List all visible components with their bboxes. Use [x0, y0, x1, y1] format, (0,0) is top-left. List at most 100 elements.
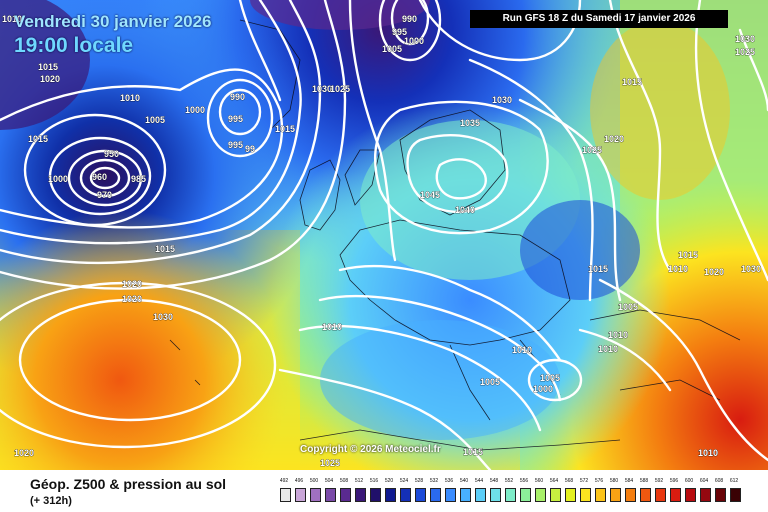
svg-text:1015: 1015 — [155, 244, 175, 254]
svg-text:1040: 1040 — [455, 205, 475, 215]
svg-text:1000: 1000 — [48, 174, 68, 184]
scale-tick-label: 600 — [684, 478, 694, 484]
scale-tick-label: 540 — [459, 478, 469, 484]
svg-text:995: 995 — [392, 27, 407, 37]
scale-swatch — [730, 488, 741, 502]
svg-text:1000: 1000 — [533, 384, 553, 394]
scale-swatch — [400, 488, 411, 502]
scale-swatch — [340, 488, 351, 502]
svg-text:1030: 1030 — [492, 95, 512, 105]
scale-tick-label: 608 — [714, 478, 724, 484]
scale-swatch — [460, 488, 471, 502]
map-canvas: 1010 990 995 1000 1005 1030 1025 1015 10… — [0, 0, 768, 470]
svg-text:1045: 1045 — [420, 190, 440, 200]
svg-text:1015: 1015 — [38, 62, 58, 72]
svg-text:1025: 1025 — [735, 47, 755, 57]
copyright: Copyright © 2026 Meteociel.fr — [300, 444, 441, 455]
svg-text:1010: 1010 — [608, 330, 628, 340]
isobar-lines — [0, 0, 768, 462]
legend-bar: Géop. Z500 & pression au sol (+ 312h) 49… — [0, 470, 768, 512]
scale-tick-label: 552 — [504, 478, 514, 484]
scale-tick-label: 592 — [654, 478, 664, 484]
svg-text:1010: 1010 — [698, 448, 718, 458]
scale-swatch — [520, 488, 531, 502]
svg-text:995: 995 — [228, 140, 243, 150]
forecast-date: Vendredi 30 janvier 2026 — [14, 12, 212, 31]
svg-text:1005: 1005 — [540, 373, 560, 383]
scale-swatch — [490, 488, 501, 502]
svg-text:1015: 1015 — [275, 124, 295, 134]
svg-text:1015: 1015 — [622, 77, 642, 87]
scale-swatch — [655, 488, 666, 502]
scale-tick-label: 504 — [324, 478, 334, 484]
scale-tick-label: 516 — [369, 478, 379, 484]
scale-swatch — [595, 488, 606, 502]
scale-swatch — [625, 488, 636, 502]
scale-tick-label: 604 — [699, 478, 709, 484]
svg-text:1030: 1030 — [741, 264, 761, 274]
scale-tick-label: 564 — [549, 478, 559, 484]
scale-tick-label: 612 — [729, 478, 739, 484]
svg-text:1005: 1005 — [145, 115, 165, 125]
scale-swatch — [550, 488, 561, 502]
svg-text:1010: 1010 — [322, 322, 342, 332]
scale-tick-label: 524 — [399, 478, 409, 484]
scale-tick-label: 536 — [444, 478, 454, 484]
svg-text:1020: 1020 — [122, 279, 142, 289]
svg-text:1035: 1035 — [460, 118, 480, 128]
svg-text:1030: 1030 — [735, 34, 755, 44]
forecast-time: 19:00 locale — [14, 34, 134, 57]
scale-swatch — [280, 488, 291, 502]
svg-text:1005: 1005 — [480, 377, 500, 387]
scale-tick-label: 596 — [669, 478, 679, 484]
scale-swatch — [475, 488, 486, 502]
color-scale: 492 496 500 504 508 512 516 520 524 528 532 536 540 5… — [280, 478, 750, 506]
svg-text:1015: 1015 — [28, 134, 48, 144]
svg-text:1020: 1020 — [40, 74, 60, 84]
legend-title: Géop. Z500 & pression au sol — [30, 476, 227, 492]
svg-text:970: 970 — [97, 190, 112, 200]
svg-text:1020: 1020 — [604, 134, 624, 144]
weather-map: 1010 990 995 1000 1005 1030 1025 1015 10… — [0, 0, 768, 470]
scale-swatch — [700, 488, 711, 502]
scale-swatch — [715, 488, 726, 502]
svg-text:1020: 1020 — [14, 448, 34, 458]
scale-swatch — [535, 488, 546, 502]
scale-swatch — [640, 488, 651, 502]
scale-tick-label: 568 — [564, 478, 574, 484]
svg-text:1010: 1010 — [2, 14, 22, 24]
svg-text:960: 960 — [92, 172, 107, 182]
scale-tick-label: 580 — [609, 478, 619, 484]
scale-tick-label: 572 — [579, 478, 589, 484]
svg-text:1005: 1005 — [618, 302, 638, 312]
svg-text:1005: 1005 — [382, 44, 402, 54]
svg-text:1000: 1000 — [185, 105, 205, 115]
scale-swatch — [430, 488, 441, 502]
svg-text:1030: 1030 — [312, 84, 332, 94]
scale-tick-label: 528 — [414, 478, 424, 484]
scale-tick-label: 520 — [384, 478, 394, 484]
svg-text:950: 950 — [104, 149, 119, 159]
scale-tick-label: 584 — [624, 478, 634, 484]
scale-tick-label: 548 — [489, 478, 499, 484]
scale-tick-label: 500 — [309, 478, 319, 484]
scale-tick-label: 492 — [279, 478, 289, 484]
svg-text:99: 99 — [245, 144, 255, 154]
scale-swatch — [685, 488, 696, 502]
scale-swatch — [310, 488, 321, 502]
scale-swatch — [355, 488, 366, 502]
scale-tick-label: 512 — [354, 478, 364, 484]
scale-tick-label: 556 — [519, 478, 529, 484]
scale-swatch — [610, 488, 621, 502]
scale-swatch — [415, 488, 426, 502]
scale-tick-label: 588 — [639, 478, 649, 484]
svg-text:1015: 1015 — [463, 447, 483, 457]
svg-text:995: 995 — [228, 114, 243, 124]
svg-text:1020: 1020 — [704, 267, 724, 277]
svg-text:1025: 1025 — [320, 458, 340, 468]
svg-text:990: 990 — [402, 14, 417, 24]
legend-subtitle: (+ 312h) — [30, 495, 72, 507]
svg-text:1010: 1010 — [598, 344, 618, 354]
scale-tick-label: 496 — [294, 478, 304, 484]
scale-swatch — [505, 488, 516, 502]
